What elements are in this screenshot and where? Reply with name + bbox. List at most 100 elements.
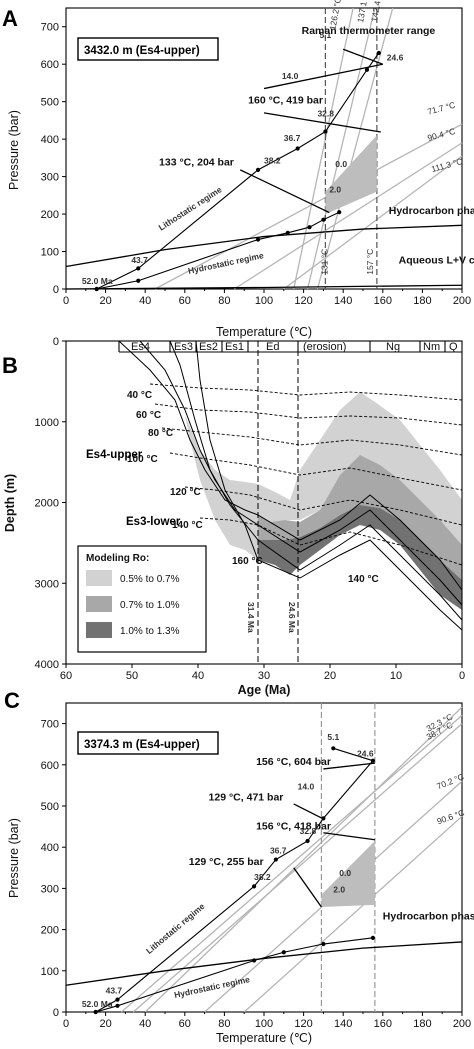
x-tick-label: 180 xyxy=(413,1018,431,1030)
series-name-label: Hydrostatic regime xyxy=(173,974,251,1000)
iso-label-140-late: 140 °C xyxy=(348,574,379,585)
stratum-erosion: (erosion) xyxy=(303,341,346,353)
annotation: Raman thermometer range xyxy=(302,25,436,37)
x-tick-label: 0 xyxy=(63,1018,69,1030)
annotation: Aqueous L+V curve xyxy=(399,255,474,267)
legend-swatch-light xyxy=(86,570,112,586)
panel-a-sample-box xyxy=(77,37,219,61)
gradient-line xyxy=(243,815,463,1013)
series-point xyxy=(323,129,328,134)
series-point xyxy=(364,67,370,72)
panel-a-y-label: Pressure (bar) xyxy=(7,110,21,190)
iso-label-160: 160 °C xyxy=(232,556,263,567)
isotherm-label: 111.3 °C xyxy=(430,156,463,174)
legend-swatch-dark xyxy=(86,622,112,638)
stratum-q: Q xyxy=(449,341,458,353)
point-label: 32.8 xyxy=(300,826,317,836)
series-point xyxy=(136,278,141,283)
panel-b-isotherms xyxy=(149,383,463,566)
series-point xyxy=(331,746,336,751)
series-point xyxy=(337,210,342,215)
x-tick-label: 0 xyxy=(459,670,465,682)
panel-a-x-label: Temperature (℃) xyxy=(216,325,312,339)
y-tick-label: 600 xyxy=(41,760,59,772)
iso-label-120: 120 °C xyxy=(170,487,201,498)
gradient-line xyxy=(132,723,463,1013)
y-tick-label: 100 xyxy=(41,247,59,259)
annotation-arrow xyxy=(323,762,375,770)
x-tick-label: 80 xyxy=(218,1018,230,1030)
annotation: 156 °C, 418 bar xyxy=(256,820,331,832)
annotation-arrow xyxy=(293,803,322,819)
iso-label-80: 80 °C xyxy=(148,428,173,439)
panel-b-ro-band-light xyxy=(258,392,462,545)
point-label: 36.7 xyxy=(284,133,301,143)
legend-entry-3: 1.0% to 1.3% xyxy=(120,626,180,637)
y-tick-label: 500 xyxy=(41,97,59,109)
series-point xyxy=(295,146,300,151)
x-tick-label: 20 xyxy=(324,670,336,682)
x-tick-label: 180 xyxy=(413,295,431,307)
series-point xyxy=(281,950,286,955)
point-label: 43.7 xyxy=(131,255,148,265)
point-label: 24.6 xyxy=(387,52,404,62)
series-point xyxy=(370,758,375,763)
stratum-es4: Es4 xyxy=(131,341,150,353)
y-tick-label: 700 xyxy=(41,22,59,34)
annotation: 156 °C, 604 bar xyxy=(256,756,331,768)
point-label: 14.0 xyxy=(298,782,315,792)
panel-a-raman-range-fill xyxy=(325,135,377,215)
panel-a-sample-label: 3432.0 m (Es4-upper) xyxy=(84,45,200,57)
x-tick-label: 200 xyxy=(453,295,471,307)
annotation: Hydrocarbon phase envelope xyxy=(389,205,474,217)
point-label: 52.0 Ma xyxy=(82,999,113,1009)
y-tick-label: 700 xyxy=(41,719,59,731)
stratum-es3: Es3 xyxy=(174,341,193,353)
stratum-ng: Ng xyxy=(386,341,400,353)
panel-b-vline-label-31-4: 31.4 Ma xyxy=(246,602,256,633)
iso-label-140: 140 °C xyxy=(172,520,203,531)
y-tick-label: 400 xyxy=(41,842,59,854)
gradient-line xyxy=(121,714,463,1013)
stratum-ed: Ed xyxy=(266,341,279,353)
x-tick-label: 30 xyxy=(258,670,270,682)
panel-b-x-label: Age (Ma) xyxy=(238,683,291,697)
x-tick-label: 40 xyxy=(192,670,204,682)
gradient-line xyxy=(293,7,354,290)
point-label: 38.2 xyxy=(264,155,281,165)
panel-c-sample-label: 3374.3 m (Es4-upper) xyxy=(84,739,200,751)
point-label: 38.2 xyxy=(254,872,271,882)
legend-swatch-mid xyxy=(86,596,112,612)
x-tick-label: 50 xyxy=(126,670,138,682)
series-line-2 xyxy=(65,224,463,268)
series-line-3 xyxy=(65,284,463,290)
series-point xyxy=(115,1003,120,1008)
point-label: 52.0 Ma xyxy=(82,276,113,286)
x-tick-label: 60 xyxy=(179,1018,191,1030)
y-tick-label: 600 xyxy=(41,59,59,71)
x-tick-label: 200 xyxy=(453,1018,471,1030)
panel-c-chart: 0 20 40 60 80 100 120 140 160 180 200 0 100 200 300 400… xyxy=(7,702,474,1045)
y-tick-label: 0 xyxy=(53,1007,59,1019)
point-label: 32.8 xyxy=(317,109,334,119)
panel-b-strata-header: Es4 Es3 Es2 Es1 Ed (erosion) Ng Nm Q xyxy=(118,341,462,353)
x-tick-label: 40 xyxy=(139,1018,151,1030)
point-label: 0.0 xyxy=(335,159,347,169)
panel-b-y-label: Depth (m) xyxy=(3,474,17,532)
series-point xyxy=(136,266,141,271)
x-tick-label: 100 xyxy=(255,1018,273,1030)
x-tick-label: 140 xyxy=(334,1018,352,1030)
panel-c-x-label: Temperature (℃) xyxy=(216,1031,312,1045)
annotation-arrow xyxy=(263,63,383,90)
panel-letter-b: B xyxy=(2,353,18,378)
panel-b-ro-band-early xyxy=(185,415,258,560)
series-point xyxy=(370,935,375,940)
point-label: 14.0 xyxy=(282,71,299,81)
series-point xyxy=(273,857,278,862)
x-tick-label: 60 xyxy=(179,295,191,307)
x-tick-label: 140 xyxy=(334,295,352,307)
series-point xyxy=(321,816,326,821)
y-tick-label: 200 xyxy=(41,925,59,937)
series-name-label: Lithostatic regime xyxy=(144,901,207,956)
